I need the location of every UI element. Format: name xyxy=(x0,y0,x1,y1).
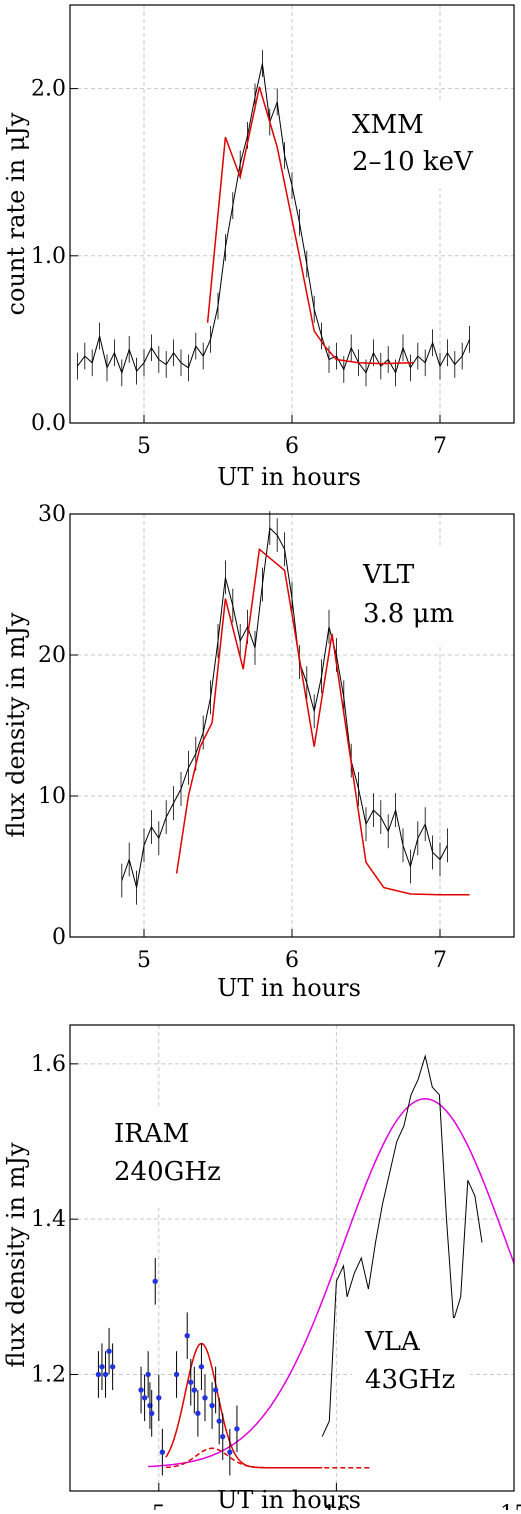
vla-frequency-label: 43GHz xyxy=(365,1365,455,1395)
vlt-data-line xyxy=(121,527,448,888)
vlt-y-tick-label: 20 xyxy=(38,643,66,668)
xmm-energy-band-label: 2–10 keV xyxy=(352,147,474,177)
iram-data-point xyxy=(220,1433,226,1440)
magenta-model-curve xyxy=(148,1098,515,1468)
radio-x-tick-label: 15 xyxy=(500,1502,521,1510)
xmm-ticks: 5 6 7 0.0 1.0 2.0 xyxy=(31,77,447,459)
vlt-y-axis-label: flux density in mJy xyxy=(2,612,30,838)
radio-y-tick-label: 1.2 xyxy=(31,1363,66,1388)
xmm-y-tick-label: 1.0 xyxy=(31,244,66,269)
xmm-y-tick-label: 2.0 xyxy=(31,77,66,102)
radio-x-axis-label: UT in hours xyxy=(217,1486,361,1510)
iram-data-point xyxy=(173,1371,180,1378)
vlt-annotation-box: VLT 3.8 μm xyxy=(346,547,486,647)
radio-x-tick-label: 5 xyxy=(152,1502,166,1510)
iram-data-point xyxy=(152,1278,158,1285)
iram-data-point xyxy=(145,1371,151,1378)
iram-data-point xyxy=(202,1395,208,1401)
vlt-panel: 5 6 7 0 10 20 30 VLT 3.8 μm UT in hours flux d… xyxy=(2,502,515,1002)
radio-series xyxy=(95,1054,515,1476)
xmm-x-tick-label: 5 xyxy=(137,434,151,459)
xmm-model-line xyxy=(206,86,414,365)
vla-instrument-label: VLA xyxy=(364,1327,421,1357)
iram-data-point xyxy=(159,1449,166,1455)
iram-data-point xyxy=(109,1364,116,1370)
iram-data-point xyxy=(198,1364,205,1370)
radio-y-axis-label: flux density in mJy xyxy=(2,1142,30,1368)
vlt-series xyxy=(121,511,470,905)
iram-data-point xyxy=(99,1364,105,1370)
iram-data-point xyxy=(138,1387,144,1393)
iram-data-point xyxy=(234,1426,240,1432)
iram-data-point xyxy=(141,1395,148,1401)
vlt-model-line xyxy=(175,547,470,896)
xmm-data-line xyxy=(76,63,471,375)
vlt-x-tick-label: 7 xyxy=(433,948,447,973)
xmm-series xyxy=(76,50,471,387)
iram-data-point xyxy=(227,1449,233,1455)
xmm-panel: 5 6 7 0.0 1.0 2.0 XMM 2–10 keV UT in hours co… xyxy=(2,4,515,491)
iram-vla-panel: 510151.21.41.6 IRAM 240GHz VLA 43GHz UT … xyxy=(2,1024,521,1514)
radio-grid xyxy=(70,1025,515,1491)
vlt-x-axis-label: UT in hours xyxy=(217,974,361,1002)
iram-data-point xyxy=(148,1410,155,1417)
vlt-x-tick-label: 6 xyxy=(285,948,299,973)
radio-y-tick-label: 1.6 xyxy=(31,1052,66,1077)
radio-plot-frame xyxy=(69,1024,515,1492)
red-dashed-model-curve xyxy=(165,1447,372,1469)
iram-data-point xyxy=(188,1379,194,1385)
vlt-y-tick-label: 30 xyxy=(38,502,66,527)
iram-data-point xyxy=(209,1402,215,1409)
radio-y-tick-label: 1.4 xyxy=(31,1207,66,1232)
vlt-x-tick-label: 5 xyxy=(137,948,151,973)
iram-data-point xyxy=(106,1348,112,1354)
vlt-ticks: 5 6 7 0 10 20 30 xyxy=(38,502,447,973)
radio-ticks: 510151.21.41.6 xyxy=(31,1052,521,1514)
vlt-y-tick-label: 0 xyxy=(52,925,66,950)
iram-data-point xyxy=(191,1387,198,1393)
xmm-x-tick-label: 6 xyxy=(285,434,299,459)
xmm-annotation-box: XMM 2–10 keV xyxy=(338,100,486,188)
iram-annotation-box: IRAM 240GHz xyxy=(102,1108,237,1208)
xmm-x-axis-label: UT in hours xyxy=(217,463,361,491)
iram-data-point xyxy=(102,1371,109,1378)
xmm-y-tick-label: 0.0 xyxy=(31,411,66,436)
iram-data-point xyxy=(216,1418,222,1424)
iram-data-point xyxy=(184,1332,190,1339)
red-model-curve xyxy=(165,1342,323,1469)
iram-instrument-label: IRAM xyxy=(114,1119,189,1149)
iram-data-point xyxy=(156,1395,162,1401)
vlt-instrument-label: VLT xyxy=(362,560,415,590)
iram-frequency-label: 240GHz xyxy=(114,1157,221,1187)
iram-data-point xyxy=(95,1371,102,1378)
vla-annotation-box: VLA 43GHz xyxy=(352,1318,470,1400)
vlt-y-tick-label: 10 xyxy=(38,784,66,809)
xmm-x-tick-label: 7 xyxy=(433,434,447,459)
iram-data-point xyxy=(212,1387,219,1393)
iram-data-point xyxy=(195,1410,201,1417)
xmm-instrument-label: XMM xyxy=(352,110,424,140)
xmm-y-axis-label: count rate in μJy xyxy=(2,112,30,315)
vla-data-line xyxy=(321,1054,483,1437)
vlt-wavelength-label: 3.8 μm xyxy=(363,599,454,629)
